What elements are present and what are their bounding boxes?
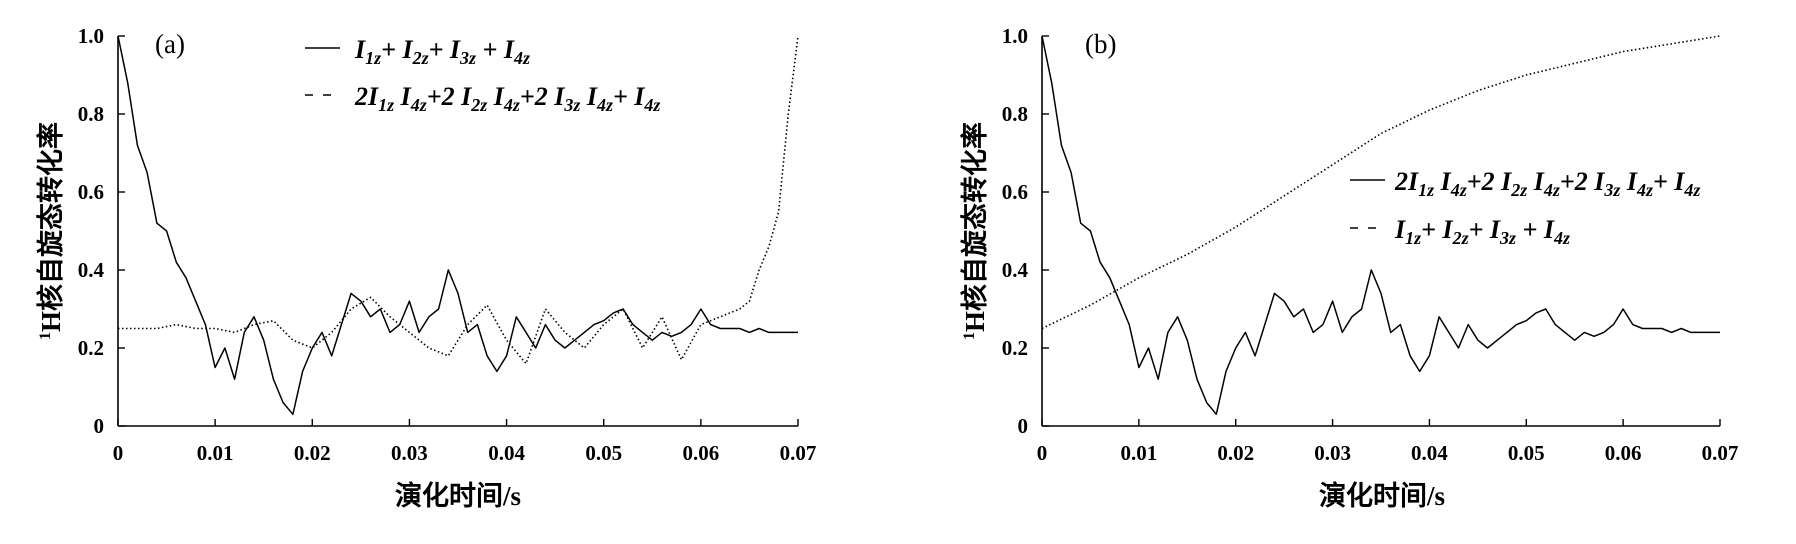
legend-entry-dashed: I1z+ I2z+ I3z + I4z	[1394, 215, 1570, 248]
y-tick-label: 1.0	[1002, 24, 1028, 48]
y-tick-labels: 0 0.2 0.4 0.6 0.8 1.0	[1002, 24, 1029, 438]
x-tick-label: 0.03	[1314, 441, 1351, 465]
panel-label: (b)	[1085, 29, 1116, 59]
x-tick-label: 0.05	[585, 441, 622, 465]
x-tick-label: 0.03	[391, 441, 428, 465]
x-axis-label: 演化时间/s	[395, 480, 521, 511]
x-tick-label: 0.02	[1217, 441, 1254, 465]
x-tick-labels: 0 0.01 0.02 0.03 0.04 0.05 0.06 0.07	[113, 441, 817, 465]
x-tick-label: 0.05	[1508, 441, 1545, 465]
legend: I1z+ I2z+ I3z + I4z 2I1z I4z+2 I2z I4z+2…	[305, 35, 660, 115]
x-tick-label: 0.07	[1702, 441, 1739, 465]
y-axis-label: 1H核自旋态转化率	[35, 122, 66, 340]
y-axis-label-text: H核自旋态转化率	[35, 122, 66, 332]
x-tick-label: 0.01	[1120, 441, 1157, 465]
y-tick-labels: 0 0.2 0.4 0.6 0.8 1.0	[78, 24, 105, 438]
y-tick-label: 0.6	[78, 180, 104, 204]
y-tick-label: 0.2	[1002, 336, 1028, 360]
x-tick-label: 0.04	[1411, 441, 1448, 465]
x-tick-label: 0.06	[1605, 441, 1642, 465]
x-tick-label: 0	[113, 441, 124, 465]
x-tick-marks	[117, 419, 799, 426]
series-line-dotted	[118, 35, 799, 365]
chart-panel-a: 0 0.01 0.02 0.03 0.04 0.05 0.06 0.07 0 0.2 0.4 0.6…	[35, 24, 816, 511]
y-axis-label-text: H核自旋态转化率	[959, 122, 990, 332]
x-tick-labels: 0 0.01 0.02 0.03 0.04 0.05 0.06 0.07	[1037, 441, 1739, 465]
y-tick-marks	[118, 35, 125, 427]
x-tick-label: 0	[1037, 441, 1048, 465]
y-tick-label: 0.4	[78, 258, 105, 282]
x-axis-label: 演化时间/s	[1319, 480, 1445, 511]
legend: 2I1z I4z+2 I2z I4z+2 I3z I4z+ I4z I1z+ I…	[1350, 167, 1700, 248]
x-tick-label: 0.02	[294, 441, 331, 465]
legend-entry-solid: 2I1z I4z+2 I2z I4z+2 I3z I4z+ I4z	[1394, 167, 1700, 200]
legend-entry-solid: I1z+ I2z+ I3z + I4z	[354, 35, 530, 68]
y-tick-label: 0	[1018, 414, 1029, 438]
y-tick-label: 0.8	[1002, 102, 1028, 126]
x-tick-label: 0.07	[780, 441, 817, 465]
y-axis-label: 1H核自旋态转化率	[959, 122, 990, 340]
y-tick-label: 0.8	[78, 102, 104, 126]
panel-label: (a)	[155, 29, 185, 59]
y-tick-label: 1.0	[78, 24, 104, 48]
y-tick-marks	[1042, 35, 1049, 427]
y-axis-label-sup: 1	[37, 332, 54, 340]
series-lines	[1041, 35, 1721, 416]
x-tick-label: 0.06	[682, 441, 719, 465]
x-tick-label: 0.01	[197, 441, 234, 465]
y-tick-label: 0	[94, 414, 105, 438]
series-line-solid	[117, 35, 798, 416]
legend-entry-dashed: 2I1z I4z+2 I2z I4z+2 I3z I4z+ I4z	[354, 82, 660, 115]
series-lines	[117, 35, 799, 416]
x-tick-marks	[1041, 419, 1721, 426]
y-tick-label: 0.2	[78, 336, 104, 360]
y-axis-label-sup: 1	[961, 332, 978, 340]
series-line-solid	[1041, 35, 1720, 416]
y-tick-label: 0.4	[1002, 258, 1029, 282]
chart-panel-b: 0 0.01 0.02 0.03 0.04 0.05 0.06 0.07 0 0.2 0.4 0.6…	[959, 24, 1738, 511]
x-tick-label: 0.04	[488, 441, 525, 465]
y-tick-label: 0.6	[1002, 180, 1028, 204]
